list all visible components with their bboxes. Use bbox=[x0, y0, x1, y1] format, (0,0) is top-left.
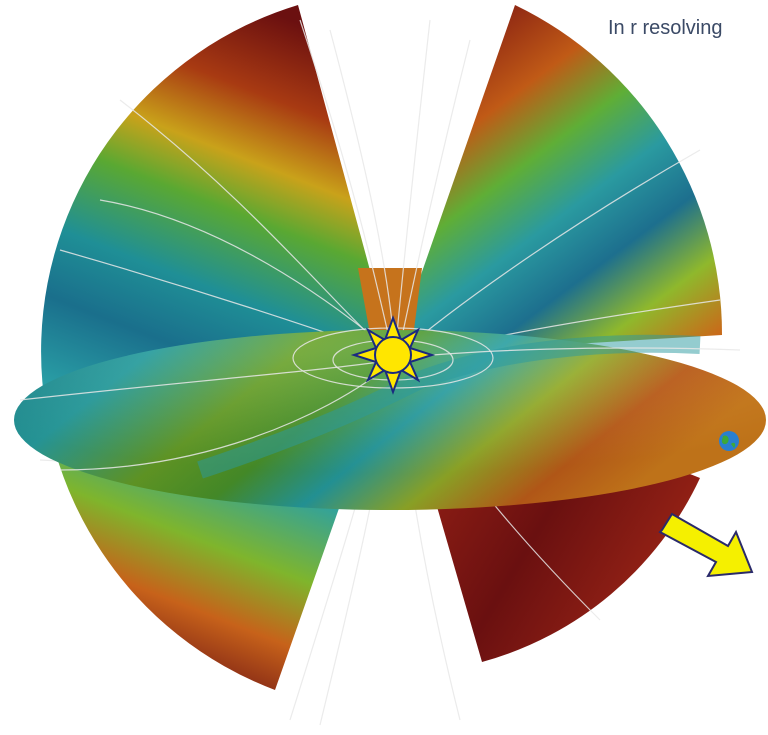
sun-icon bbox=[350, 315, 436, 395]
disk-spiral bbox=[197, 334, 701, 479]
right-upper-sector bbox=[393, 5, 723, 355]
annotation: In r resolving bbox=[608, 17, 723, 39]
earth-icon bbox=[719, 431, 739, 451]
direction-arrow bbox=[658, 512, 754, 578]
